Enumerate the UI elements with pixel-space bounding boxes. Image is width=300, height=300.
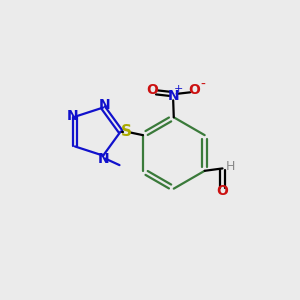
Text: N: N (99, 98, 110, 112)
Text: H: H (226, 160, 235, 172)
Text: N: N (67, 109, 78, 123)
Text: N: N (97, 152, 109, 166)
Text: +: + (174, 84, 183, 94)
Text: O: O (217, 184, 228, 198)
Text: O: O (146, 83, 158, 97)
Text: S: S (121, 124, 132, 139)
Text: O: O (189, 83, 200, 97)
Text: -: - (200, 78, 205, 92)
Text: N: N (167, 89, 179, 103)
